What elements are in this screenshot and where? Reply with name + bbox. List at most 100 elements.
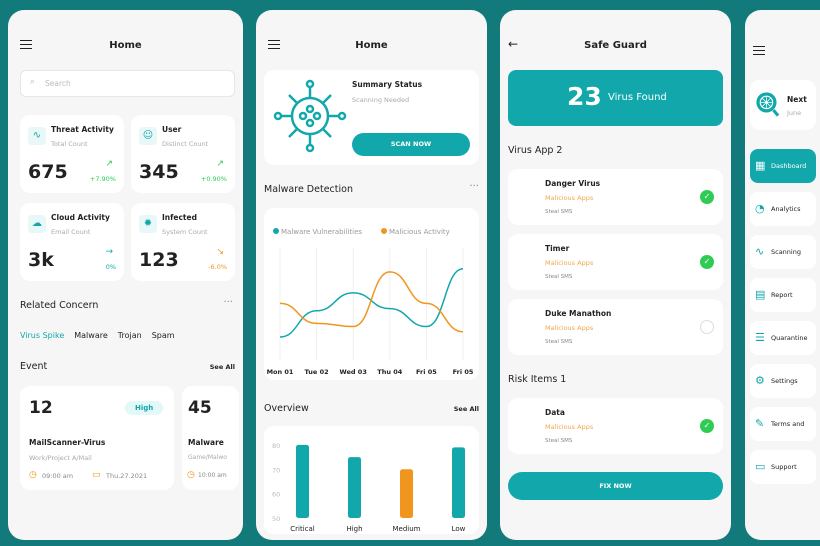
nav-label: Terms and (771, 420, 805, 428)
overview-heading: Overview (264, 403, 309, 414)
event-path: Work/Project A/Mail (29, 454, 92, 462)
stat-title: User (162, 125, 182, 134)
event-card[interactable]: 12 High MailScanner-Virus Work/Project A… (20, 386, 174, 490)
line-chart-card: Malware Vulnerabilities Malicious Activit… (264, 208, 479, 380)
stat-change: 0% (105, 263, 116, 271)
menu-screen: Next June ▦ Dashboard ◔ Analytics ∿ Scan… (745, 10, 820, 540)
nav-item-quarantine[interactable]: ☰ Quarantine (750, 321, 816, 355)
x-tick-label: Low (452, 525, 466, 533)
calendar-icon: ▭ (92, 470, 101, 480)
event-heading: Event (20, 361, 48, 372)
event-time: 10:00 am (198, 472, 227, 479)
tag-malware[interactable]: Malware (74, 331, 108, 340)
x-tick-label: Thu 04 (377, 368, 402, 376)
stat-value: 675 (28, 161, 68, 183)
nav-label: Scanning (771, 248, 801, 256)
page-title: Home (355, 40, 388, 51)
stat-icon: ☺ (139, 127, 157, 145)
unchecked-circle[interactable] (700, 320, 714, 334)
see-all-link[interactable]: See All (453, 405, 479, 413)
nav-item-settings[interactable]: ⚙ Settings (750, 364, 816, 398)
legend-marker (273, 228, 279, 234)
tag-trojan[interactable]: Trojan (117, 331, 142, 340)
back-arrow-icon[interactable]: ← (508, 37, 519, 51)
stat-card[interactable]: ∿ Threat Activity Total Count 675 ↗ +7.9… (20, 115, 124, 193)
check-icon[interactable]: ✓ (700, 255, 714, 269)
home-screen-2: Home Summary Status Scanning Needed SCAN… (256, 10, 487, 540)
fix-now-button[interactable]: FIX NOW (508, 472, 723, 500)
app-type: Malicious Apps (545, 324, 594, 332)
stat-card[interactable]: ✹ Infected System Count 123 ↘ -6.0% (131, 203, 235, 281)
bar-chart-card: 80 70 60 50 Critical High Medium Low (264, 426, 479, 534)
app-item[interactable]: Duke Manathon Malicious Apps Steal SMS (508, 299, 723, 355)
menu-icon[interactable] (753, 46, 765, 55)
stat-subtitle: Distinct Count (162, 140, 209, 148)
related-concern-heading: Related Concern (20, 300, 99, 311)
stat-value: 3k (28, 249, 54, 271)
event-time: 09:00 am (42, 472, 74, 480)
menu-icon[interactable] (20, 40, 32, 49)
nav-item-dashboard[interactable]: ▦ Dashboard (750, 149, 816, 183)
stat-title: Infected (162, 213, 197, 222)
x-tick-label: High (346, 525, 362, 533)
stat-title: Cloud Activity (51, 213, 110, 222)
event-card[interactable]: 45 Malware Game/Malwo ◷ 10:00 am (182, 386, 239, 490)
scan-now-button[interactable]: SCAN NOW (352, 133, 470, 156)
nav-item-support[interactable]: ▭ Support (750, 450, 816, 484)
stat-card[interactable]: ☁ Cloud Activity Email Count 3k → 0% (20, 203, 124, 281)
app-type: Malicious Apps (545, 259, 594, 267)
priority-badge: High (125, 401, 164, 415)
more-icon[interactable]: ··· (469, 181, 479, 192)
app-item[interactable]: Timer Malicious Apps Steal SMS ✓ (508, 234, 723, 290)
check-icon[interactable]: ✓ (700, 190, 714, 204)
nav-label: Support (771, 463, 797, 471)
nav-label: Analytics (771, 205, 801, 213)
app-item[interactable]: Danger Virus Malicious Apps Steal SMS ✓ (508, 169, 723, 225)
y-tick-label: 80 (272, 442, 280, 450)
clock-icon: ◷ (187, 470, 195, 480)
x-tick-label: Fri 05 (453, 368, 474, 376)
stat-icon: ∿ (28, 127, 46, 145)
list-icon: ☰ (755, 331, 765, 344)
summary-card: Summary Status Scanning Needed SCAN NOW (264, 70, 479, 165)
stat-subtitle: Total Count (51, 140, 88, 148)
app-name: Duke Manathon (545, 309, 612, 318)
menu-icon[interactable] (268, 40, 280, 49)
bar-high (348, 457, 361, 518)
stat-change: +7.90% (89, 175, 116, 183)
summary-subtitle: Scanning Needed (352, 96, 410, 104)
nav-item-analytics[interactable]: ◔ Analytics (750, 192, 816, 226)
stat-subtitle: Email Count (51, 228, 91, 236)
event-name: MailScanner-Virus (29, 438, 106, 447)
more-icon[interactable]: ··· (223, 297, 233, 308)
event-name: Malware (188, 438, 224, 447)
legend-label: Malware Vulnerabilities (281, 228, 362, 236)
see-all-link[interactable]: See All (209, 363, 235, 371)
nav-item-terms[interactable]: ✎ Terms and (750, 407, 816, 441)
trend-arrow-icon: ↗ (105, 159, 113, 169)
legend-marker (381, 228, 387, 234)
x-tick-label: Wed 03 (340, 368, 367, 376)
stat-icon: ☁ (28, 215, 46, 233)
virus-count: 23 (567, 82, 602, 111)
tag-virus-spike[interactable]: Virus Spike (20, 331, 65, 340)
next-subtitle: June (787, 109, 802, 117)
home-screen-1: Home ⌕ Search ∿ Threat Activity Total Co… (8, 10, 243, 540)
nav-item-scanning[interactable]: ∿ Scanning (750, 235, 816, 269)
stat-change: +0.90% (200, 175, 227, 183)
nav-item-report[interactable]: ▤ Report (750, 278, 816, 312)
virus-count-banner: 23 Virus Found (508, 70, 723, 126)
app-name: Timer (545, 244, 570, 253)
check-icon[interactable]: ✓ (700, 419, 714, 433)
app-item[interactable]: Data Malicious Apps Steal SMS ✓ (508, 398, 723, 454)
search-input[interactable]: ⌕ Search (20, 70, 235, 97)
series-line-0 (279, 268, 464, 338)
series-line-1 (279, 271, 464, 333)
pulse-icon: ∿ (755, 245, 765, 258)
tag-spam[interactable]: Spam (151, 331, 175, 340)
nav-label: Settings (771, 377, 798, 385)
trend-arrow-icon: ↘ (216, 247, 224, 257)
stat-card[interactable]: ☺ User Distinct Count 345 ↗ +0.90% (131, 115, 235, 193)
bar-chart: 80 70 60 50 Critical High Medium Low (272, 442, 466, 533)
pie-icon: ◔ (755, 202, 765, 215)
